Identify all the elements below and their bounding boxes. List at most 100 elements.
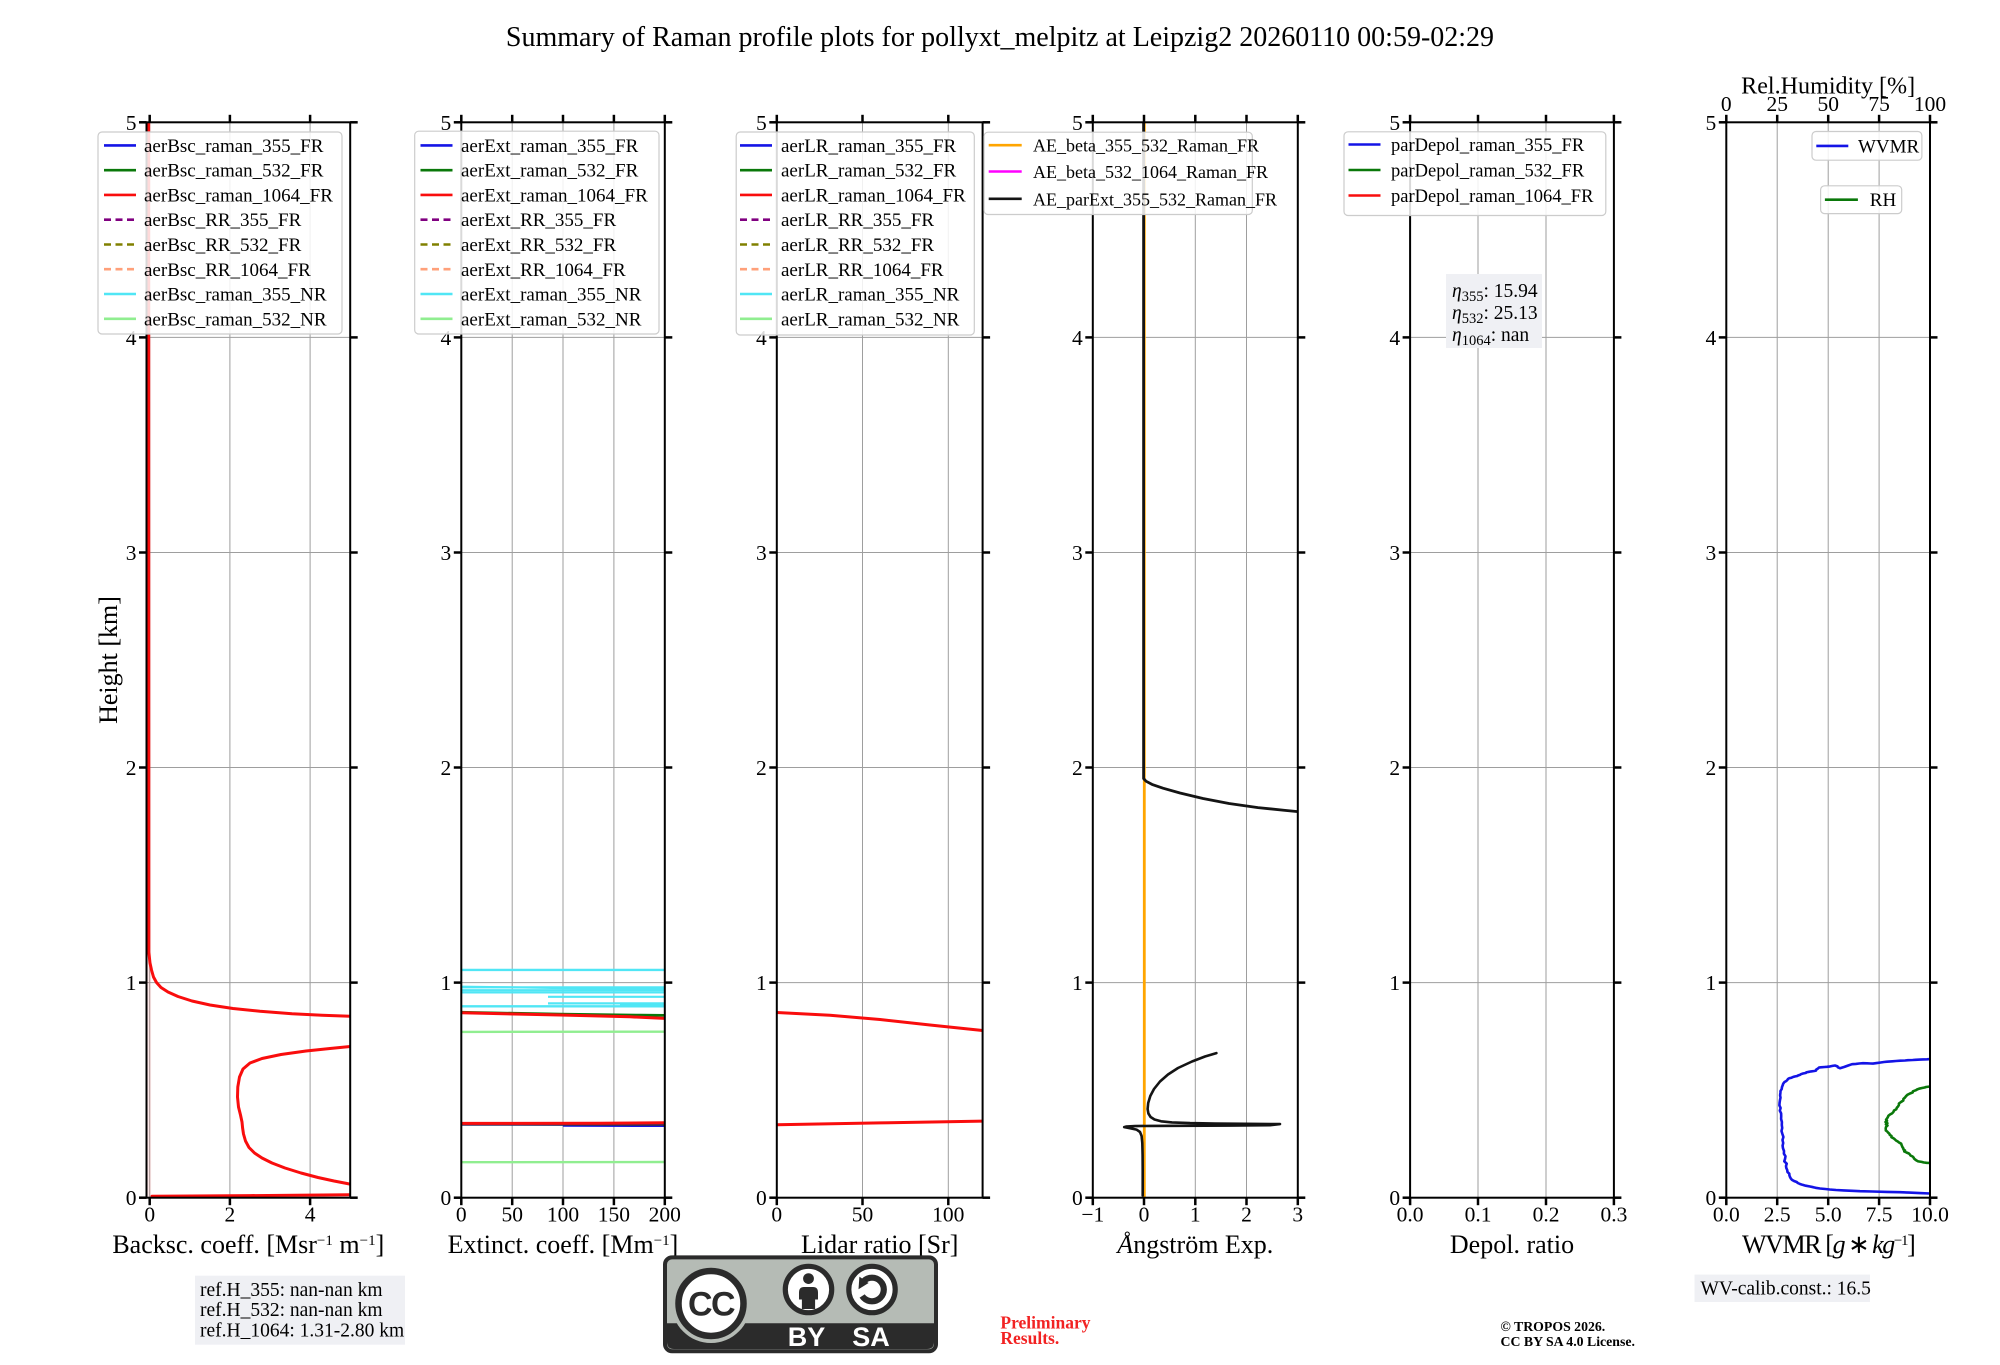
svg-text:200: 200 <box>649 1203 681 1227</box>
svg-text:0: 0 <box>1139 1203 1150 1227</box>
svg-text:ref.H_355: nan-nan km: ref.H_355: nan-nan km <box>200 1280 383 1301</box>
svg-text:Height [km]: Height [km] <box>94 596 123 724</box>
svg-text:Results.: Results. <box>1000 1328 1059 1348</box>
svg-text:3: 3 <box>441 541 452 565</box>
svg-text:aerLR_RR_1064_FR: aerLR_RR_1064_FR <box>781 260 944 281</box>
svg-text:2: 2 <box>1072 756 1083 780</box>
svg-text:0: 0 <box>1389 1186 1400 1210</box>
svg-text:5: 5 <box>1706 111 1717 135</box>
svg-text:100: 100 <box>547 1203 579 1227</box>
svg-text:4: 4 <box>1706 326 1717 350</box>
svg-text:aerLR_RR_355_FR: aerLR_RR_355_FR <box>781 210 934 231</box>
svg-text:1: 1 <box>1190 1203 1201 1227</box>
svg-text:aerLR_raman_532_NR: aerLR_raman_532_NR <box>781 309 960 330</box>
svg-text:7.5: 7.5 <box>1866 1203 1893 1227</box>
svg-text:aerExt_RR_1064_FR: aerExt_RR_1064_FR <box>461 260 626 281</box>
svg-text:0.0: 0.0 <box>1397 1203 1424 1227</box>
svg-text:1: 1 <box>1389 971 1400 995</box>
svg-text:AE_beta_532_1064_Raman_FR: AE_beta_532_1064_Raman_FR <box>1033 162 1268 182</box>
svg-text:0: 0 <box>144 1203 155 1227</box>
svg-text:parDepol_raman_1064_FR: parDepol_raman_1064_FR <box>1391 187 1594 207</box>
svg-text:3: 3 <box>126 541 137 565</box>
svg-text:aerBsc_RR_1064_FR: aerBsc_RR_1064_FR <box>144 260 311 281</box>
svg-text:0.3: 0.3 <box>1600 1203 1627 1227</box>
svg-text:WVMR: WVMR <box>1858 136 1920 157</box>
svg-text:1: 1 <box>126 971 137 995</box>
svg-text:aerBsc_raman_532_FR: aerBsc_raman_532_FR <box>144 161 324 182</box>
svg-text:aerBsc_raman_1064_FR: aerBsc_raman_1064_FR <box>144 185 333 206</box>
svg-text:1: 1 <box>1072 971 1083 995</box>
svg-text:WVMR [g ∗ kg−1]: WVMR [g ∗ kg−1] <box>1742 1230 1914 1259</box>
svg-text:2: 2 <box>441 756 452 780</box>
svg-text:Backsc. coeff. [Msr−1 m−1]: Backsc. coeff. [Msr−1 m−1] <box>112 1230 384 1259</box>
svg-text:AE_parExt_355_532_Raman_FR: AE_parExt_355_532_Raman_FR <box>1033 189 1277 209</box>
svg-text:0.2: 0.2 <box>1533 1203 1560 1227</box>
svg-text:aerLR_raman_355_NR: aerLR_raman_355_NR <box>781 285 960 306</box>
svg-text:50: 50 <box>852 1203 874 1227</box>
svg-text:aerBsc_raman_355_FR: aerBsc_raman_355_FR <box>144 136 324 157</box>
svg-text:3: 3 <box>1292 1203 1303 1227</box>
svg-text:2: 2 <box>1389 756 1400 780</box>
svg-text:WV-calib.const.: 16.5: WV-calib.const.: 16.5 <box>1701 1279 1871 1300</box>
svg-text:BY: BY <box>788 1322 826 1352</box>
svg-text:0: 0 <box>456 1203 467 1227</box>
svg-text:0: 0 <box>1706 1186 1717 1210</box>
svg-text:150: 150 <box>598 1203 630 1227</box>
svg-text:aerBsc_raman_532_NR: aerBsc_raman_532_NR <box>144 309 327 330</box>
svg-text:2: 2 <box>126 756 137 780</box>
svg-text:aerExt_RR_355_FR: aerExt_RR_355_FR <box>461 210 616 231</box>
svg-text:ref.H_532: nan-nan km: ref.H_532: nan-nan km <box>200 1300 383 1321</box>
svg-text:2: 2 <box>1706 756 1717 780</box>
svg-text:parDepol_raman_532_FR: parDepol_raman_532_FR <box>1391 162 1585 182</box>
svg-text:100: 100 <box>1914 92 1946 116</box>
svg-text:0: 0 <box>126 1186 137 1210</box>
svg-text:50: 50 <box>501 1203 523 1227</box>
svg-text:aerBsc_RR_355_FR: aerBsc_RR_355_FR <box>144 210 302 231</box>
svg-text:100: 100 <box>932 1203 964 1227</box>
svg-text:RH: RH <box>1870 190 1897 211</box>
svg-text:5: 5 <box>1072 111 1083 135</box>
svg-text:CC: CC <box>688 1286 735 1324</box>
svg-text:5: 5 <box>756 111 767 135</box>
svg-text:3: 3 <box>1389 541 1400 565</box>
svg-text:Depol. ratio: Depol. ratio <box>1450 1230 1574 1259</box>
svg-text:0: 0 <box>1721 92 1732 116</box>
svg-text:5.0: 5.0 <box>1815 1203 1842 1227</box>
svg-text:Ångström Exp.: Ångström Exp. <box>1115 1230 1273 1259</box>
svg-text:SA: SA <box>852 1322 890 1352</box>
svg-text:aerExt_RR_532_FR: aerExt_RR_532_FR <box>461 235 616 256</box>
svg-text:0.1: 0.1 <box>1465 1203 1492 1227</box>
svg-text:2: 2 <box>756 756 767 780</box>
svg-text:aerExt_raman_532_NR: aerExt_raman_532_NR <box>461 309 642 330</box>
svg-text:aerExt_raman_355_NR: aerExt_raman_355_NR <box>461 285 642 306</box>
svg-text:3: 3 <box>1072 541 1083 565</box>
svg-text:10.0: 10.0 <box>1911 1203 1949 1227</box>
svg-text:−1: −1 <box>1081 1203 1104 1227</box>
svg-text:aerLR_raman_355_FR: aerLR_raman_355_FR <box>781 136 957 157</box>
svg-text:1: 1 <box>1706 971 1717 995</box>
svg-text:CC BY SA 4.0 License.: CC BY SA 4.0 License. <box>1501 1334 1635 1349</box>
svg-text:parDepol_raman_355_FR: parDepol_raman_355_FR <box>1391 136 1585 156</box>
svg-text:3: 3 <box>756 541 767 565</box>
svg-text:aerBsc_raman_355_NR: aerBsc_raman_355_NR <box>144 285 327 306</box>
svg-text:© TROPOS 2026.: © TROPOS 2026. <box>1501 1319 1606 1334</box>
svg-text:AE_beta_355_532_Raman_FR: AE_beta_355_532_Raman_FR <box>1033 136 1259 156</box>
svg-text:1: 1 <box>441 971 452 995</box>
svg-text:Summary of Raman profile plots: Summary of Raman profile plots for polly… <box>506 22 1494 53</box>
svg-text:2.5: 2.5 <box>1764 1203 1791 1227</box>
svg-text:0.0: 0.0 <box>1713 1203 1740 1227</box>
svg-text:aerBsc_RR_532_FR: aerBsc_RR_532_FR <box>144 235 302 256</box>
svg-text:ref.H_1064: 1.31-2.80 km: ref.H_1064: 1.31-2.80 km <box>200 1320 404 1341</box>
svg-text:4: 4 <box>1072 326 1083 350</box>
svg-text:0: 0 <box>756 1186 767 1210</box>
svg-text:3: 3 <box>1706 541 1717 565</box>
svg-text:0: 0 <box>1072 1186 1083 1210</box>
svg-text:aerExt_raman_532_FR: aerExt_raman_532_FR <box>461 161 639 182</box>
svg-text:2: 2 <box>1241 1203 1252 1227</box>
svg-text:2: 2 <box>225 1203 236 1227</box>
svg-text:4: 4 <box>305 1203 316 1227</box>
svg-text:0: 0 <box>441 1186 452 1210</box>
svg-text:aerLR_raman_1064_FR: aerLR_raman_1064_FR <box>781 185 966 206</box>
svg-text:1: 1 <box>756 971 767 995</box>
svg-text:aerExt_raman_355_FR: aerExt_raman_355_FR <box>461 136 639 157</box>
